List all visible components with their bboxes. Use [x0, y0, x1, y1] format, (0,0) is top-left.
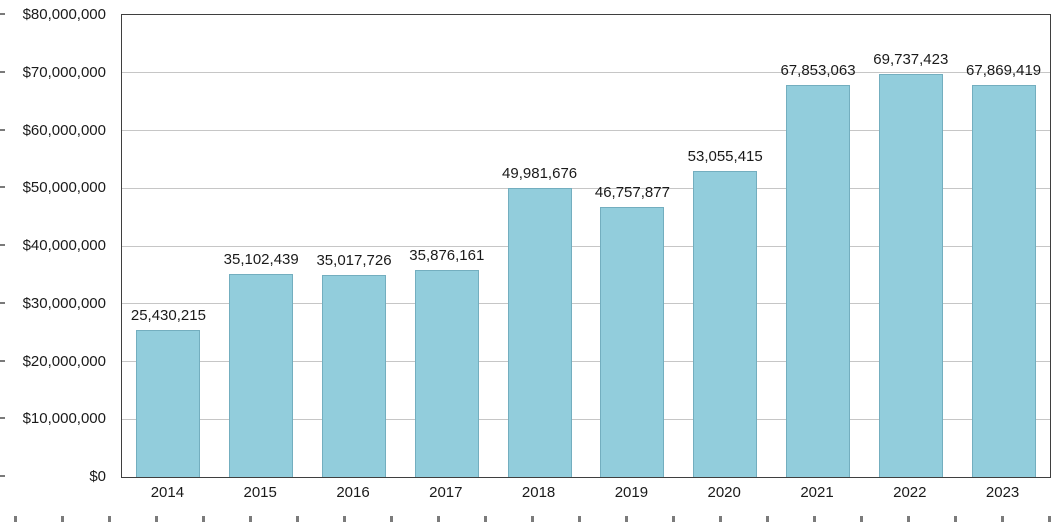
x-axis-tick-label: 2015	[243, 484, 277, 501]
x-axis-tick-label: 2016	[336, 484, 370, 501]
left-edge-tick	[0, 13, 5, 15]
y-axis-tick-label: $20,000,000	[22, 352, 106, 370]
left-edge-tick	[0, 417, 5, 420]
bar-value-label: 67,869,419	[966, 62, 1042, 79]
bar-2016	[322, 275, 386, 477]
gridline	[122, 187, 1050, 189]
bar-2018	[507, 188, 572, 477]
x-axis: 2014 2015 2016 2017 2018 2019 2020 2021 2022 2023	[121, 484, 1051, 506]
gridline	[122, 418, 1050, 420]
y-axis-tick-label: $70,000,000	[22, 63, 106, 81]
gridline	[122, 361, 1050, 362]
bar-2020	[693, 171, 758, 477]
x-axis-tick-label: 2014	[150, 484, 185, 501]
bar-2023	[971, 85, 1036, 477]
left-edge-tick	[0, 128, 5, 131]
left-edge-tick	[0, 301, 5, 304]
bar-value-label: 69,737,423	[873, 51, 949, 68]
bar-value-label: 35,876,161	[409, 247, 485, 264]
y-axis-tick-label: $50,000,000	[22, 179, 106, 197]
bar-value-label: 35,102,439	[223, 251, 299, 268]
bar-2015	[229, 274, 294, 477]
y-axis-tick-label: $30,000,000	[22, 294, 106, 312]
bar-value-label: 25,430,215	[130, 307, 206, 324]
x-axis-tick-label: 2021	[800, 484, 834, 501]
left-edge-tick	[0, 70, 5, 73]
y-axis-tick-label: $0	[89, 468, 106, 485]
gridline	[122, 130, 1050, 131]
x-axis-tick-label: 2019	[614, 484, 649, 501]
left-edge-tick	[0, 186, 5, 189]
left-edge-tick	[0, 244, 5, 246]
bar-2022	[878, 74, 943, 477]
y-axis: $0 $10,000,000 $20,000,000 $30,000,000 $40,0…	[0, 0, 112, 522]
x-axis-tick-label: 2023	[985, 484, 1020, 501]
y-axis-tick-label: $10,000,000	[22, 410, 106, 428]
gridline	[122, 72, 1050, 74]
y-axis-tick-label: $60,000,000	[22, 121, 106, 139]
x-axis-tick-label: 2022	[893, 484, 927, 501]
bar-value-label: 49,981,676	[502, 165, 578, 182]
bar-value-label: 46,757,877	[594, 184, 670, 201]
gridline	[122, 303, 1050, 305]
x-axis-tick-label: 2020	[707, 484, 741, 501]
x-axis-tick-label: 2017	[429, 484, 463, 501]
bar-2019	[600, 207, 665, 477]
bar-value-label: 35,017,726	[316, 252, 392, 269]
gridline	[122, 245, 1050, 247]
bar-2014	[136, 330, 201, 477]
bar-value-label: 53,055,415	[687, 148, 763, 165]
bar-2017	[414, 270, 479, 477]
y-axis-tick-label: $80,000,000	[22, 6, 106, 23]
y-axis-tick-label: $40,000,000	[22, 237, 106, 254]
left-edge-tick	[0, 359, 5, 362]
bar-value-label: 67,853,063	[780, 62, 856, 79]
left-edge-tick	[0, 475, 5, 477]
x-axis-tick-label: 2018	[521, 484, 556, 501]
bar-2021	[786, 85, 850, 477]
plot-area: 25,430,215 35,102,439 35,017,726 35,876,161…	[121, 14, 1051, 478]
cropped-text-remnant	[14, 516, 1057, 522]
